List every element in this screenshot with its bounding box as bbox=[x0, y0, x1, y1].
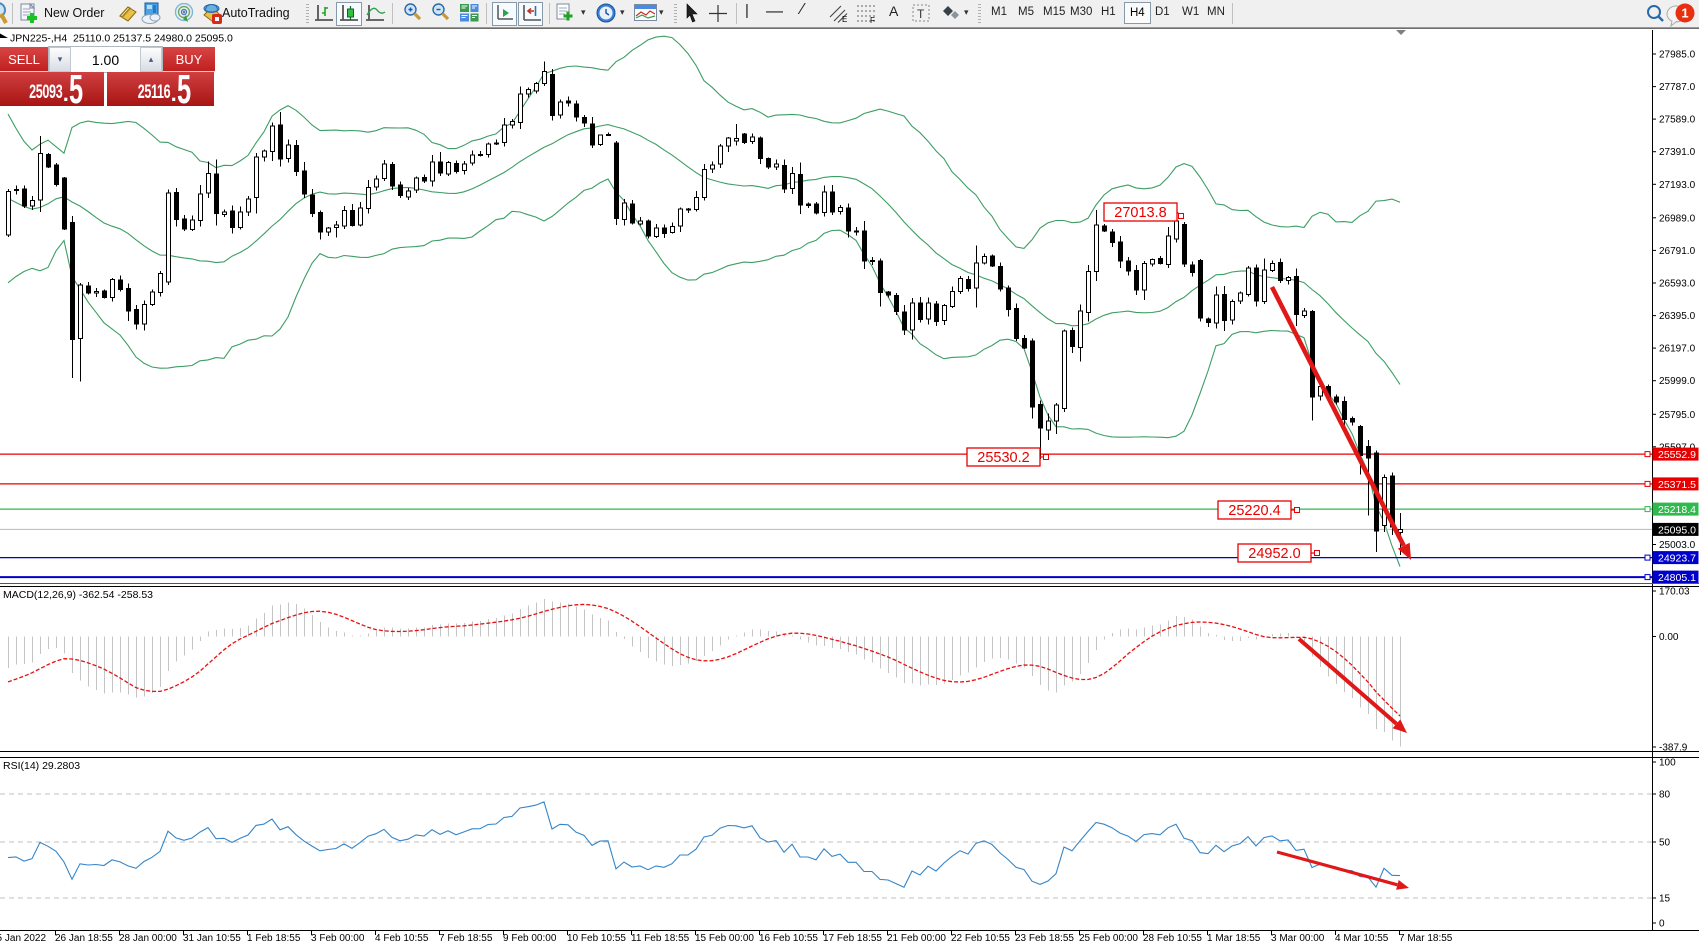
svg-text:26791.0: 26791.0 bbox=[1659, 246, 1696, 257]
svg-text:15 Feb 00:00: 15 Feb 00:00 bbox=[695, 933, 754, 944]
svg-text:3 Feb 00:00: 3 Feb 00:00 bbox=[311, 933, 365, 944]
svg-text:1: 1 bbox=[1681, 6, 1688, 21]
svg-text:25095.0: 25095.0 bbox=[1658, 524, 1696, 536]
svg-text:4 Mar 10:55: 4 Mar 10:55 bbox=[1335, 933, 1389, 944]
svg-text:27589.0: 27589.0 bbox=[1659, 115, 1696, 126]
svg-text:7 Feb 18:55: 7 Feb 18:55 bbox=[439, 933, 493, 944]
svg-text:E: E bbox=[842, 15, 847, 24]
svg-text:50: 50 bbox=[1659, 838, 1671, 849]
svg-text:25552.9: 25552.9 bbox=[1658, 449, 1696, 461]
svg-text:0: 0 bbox=[1659, 919, 1665, 930]
svg-text:3 Mar 00:00: 3 Mar 00:00 bbox=[1271, 933, 1325, 944]
svg-text:11 Feb 18:55: 11 Feb 18:55 bbox=[631, 933, 690, 944]
svg-text:1 Feb 18:55: 1 Feb 18:55 bbox=[247, 933, 301, 944]
svg-text:JPN225-,H4 25110.0 25137.5 24: JPN225-,H4 25110.0 25137.5 24980.0 25095… bbox=[10, 33, 233, 45]
svg-text:24923.7: 24923.7 bbox=[1658, 553, 1696, 565]
svg-text:26593.0: 26593.0 bbox=[1659, 279, 1696, 290]
svg-text:28 Feb 10:55: 28 Feb 10:55 bbox=[1143, 933, 1202, 944]
svg-text:24952.0: 24952.0 bbox=[1248, 546, 1300, 562]
svg-text:10 Feb 10:55: 10 Feb 10:55 bbox=[567, 933, 626, 944]
svg-text:27985.0: 27985.0 bbox=[1659, 50, 1696, 61]
svg-text:80: 80 bbox=[1659, 790, 1671, 801]
svg-text:25999.0: 25999.0 bbox=[1659, 376, 1696, 387]
svg-text:25218.4: 25218.4 bbox=[1658, 504, 1696, 516]
svg-text:25 Jan 2022: 25 Jan 2022 bbox=[0, 933, 46, 944]
svg-text:27013.8: 27013.8 bbox=[1114, 205, 1166, 221]
svg-text:7 Mar 18:55: 7 Mar 18:55 bbox=[1399, 933, 1453, 944]
svg-text:28 Jan 00:00: 28 Jan 00:00 bbox=[119, 933, 177, 944]
svg-text:25530.2: 25530.2 bbox=[977, 450, 1029, 466]
svg-text:0.00: 0.00 bbox=[1659, 632, 1679, 643]
svg-text:25220.4: 25220.4 bbox=[1228, 503, 1280, 519]
svg-text:25 Feb 00:00: 25 Feb 00:00 bbox=[1079, 933, 1138, 944]
svg-text:26197.0: 26197.0 bbox=[1659, 344, 1696, 355]
svg-text:100: 100 bbox=[1659, 758, 1676, 769]
svg-text:27391.0: 27391.0 bbox=[1659, 147, 1696, 158]
svg-text:26 Jan 18:55: 26 Jan 18:55 bbox=[55, 933, 113, 944]
svg-text:16 Feb 10:55: 16 Feb 10:55 bbox=[759, 933, 818, 944]
svg-text:MACD(12,26,9) -362.54 -258.53: MACD(12,26,9) -362.54 -258.53 bbox=[3, 589, 153, 601]
svg-text:24805.1: 24805.1 bbox=[1658, 572, 1696, 584]
svg-text:F: F bbox=[870, 16, 875, 24]
svg-text:4 Feb 10:55: 4 Feb 10:55 bbox=[375, 933, 429, 944]
svg-text:23 Feb 18:55: 23 Feb 18:55 bbox=[1015, 933, 1074, 944]
svg-text:27787.0: 27787.0 bbox=[1659, 82, 1696, 93]
svg-text:T: T bbox=[917, 7, 925, 21]
svg-text:170.03: 170.03 bbox=[1659, 587, 1690, 598]
svg-text:1 Mar 18:55: 1 Mar 18:55 bbox=[1207, 933, 1261, 944]
svg-text:-387.9: -387.9 bbox=[1659, 743, 1688, 754]
svg-text:31 Jan 10:55: 31 Jan 10:55 bbox=[183, 933, 241, 944]
svg-text:26395.0: 26395.0 bbox=[1659, 311, 1696, 322]
svg-text:15: 15 bbox=[1659, 894, 1671, 905]
svg-text:17 Feb 18:55: 17 Feb 18:55 bbox=[823, 933, 882, 944]
svg-text:25003.0: 25003.0 bbox=[1659, 540, 1696, 551]
svg-text:22 Feb 10:55: 22 Feb 10:55 bbox=[951, 933, 1010, 944]
svg-text:9 Feb 00:00: 9 Feb 00:00 bbox=[503, 933, 557, 944]
svg-text:21 Feb 00:00: 21 Feb 00:00 bbox=[887, 933, 946, 944]
svg-text:26989.0: 26989.0 bbox=[1659, 213, 1696, 224]
svg-text:RSI(14) 29.2803: RSI(14) 29.2803 bbox=[3, 760, 80, 772]
svg-text:27193.0: 27193.0 bbox=[1659, 180, 1696, 191]
svg-text:25795.0: 25795.0 bbox=[1659, 410, 1696, 421]
svg-text:25371.5: 25371.5 bbox=[1658, 479, 1696, 491]
